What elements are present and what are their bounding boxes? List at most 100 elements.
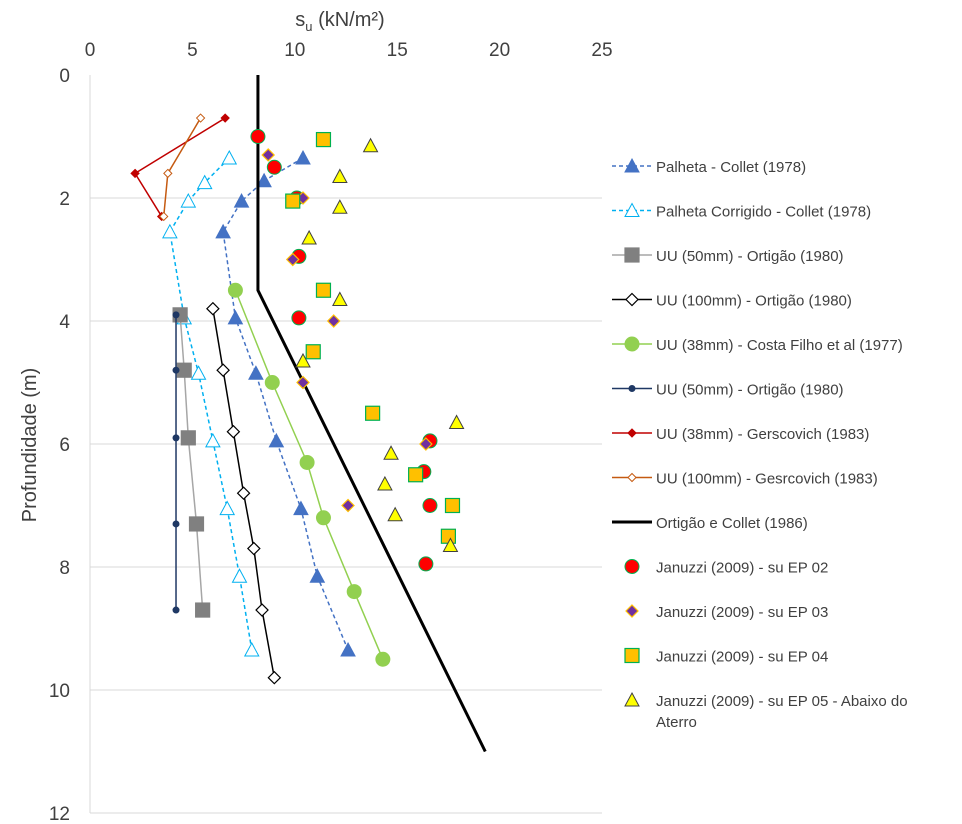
data-point-1-7	[219, 500, 236, 516]
series-11	[285, 131, 461, 544]
x-tick-label-0: 0	[85, 40, 96, 61]
legend-marker-12	[624, 691, 640, 707]
data-point-11-3	[305, 344, 321, 360]
legend-label-12-cont: Aterro	[656, 714, 697, 731]
legend-label-11: Januzzi (2009) - su EP 04	[656, 649, 828, 666]
x-tick-label-15: 15	[387, 40, 408, 61]
data-point-4-3	[315, 510, 331, 526]
x-tick-label-20: 20	[489, 40, 510, 61]
series-line-0	[222, 157, 349, 651]
legend-marker-6	[627, 428, 637, 438]
data-point-0-1	[256, 172, 272, 188]
legend-item-8: Ortigão e Collet (1986)	[612, 515, 808, 532]
data-point-12-0	[362, 137, 379, 153]
data-point-12-8	[377, 475, 393, 491]
data-point-9-1	[266, 159, 282, 175]
legend-item-0: Palheta - Collet (1978)	[612, 157, 806, 176]
data-point-4-0	[227, 282, 243, 298]
data-point-10-6	[341, 498, 355, 513]
data-point-12-9	[387, 506, 403, 522]
y-tick-label-8: 8	[59, 558, 70, 579]
data-point-7-1	[163, 168, 173, 179]
series-8	[256, 75, 487, 753]
data-point-1-5	[190, 365, 207, 380]
data-point-3-1	[216, 363, 230, 378]
data-point-12-7	[383, 445, 399, 460]
tick-labels: 0 2 4 6 8 10 12 0 5 10 15 20 25	[49, 40, 613, 824]
data-point-5-2	[172, 434, 180, 442]
data-point-11-5	[408, 467, 424, 483]
legend-label-0: Palheta - Collet (1978)	[656, 159, 806, 176]
series-line-4	[234, 289, 384, 660]
data-point-3-3	[236, 486, 251, 501]
legend-item-4: UU (38mm) - Costa Filho et al (1977)	[612, 336, 903, 354]
legend-label-2: UU (50mm) - Ortigão (1980)	[656, 248, 844, 265]
data-point-5-0	[172, 311, 180, 319]
data-point-1-1	[196, 174, 213, 190]
y-tick-label-4: 4	[59, 312, 70, 333]
legend-item-5: UU (50mm) - Ortigão (1980)	[612, 382, 844, 399]
y-tick-label-10: 10	[49, 681, 70, 702]
data-point-10-4	[296, 375, 310, 390]
data-point-12-6	[448, 414, 465, 429]
legend-label-3: UU (100mm) - Ortigão (1980)	[656, 293, 852, 310]
data-point-10-3	[326, 314, 341, 328]
legend-label-12: Januzzi (2009) - su EP 05 - Abaixo do	[656, 693, 908, 710]
data-point-0-6	[268, 432, 285, 448]
data-point-4-2	[299, 454, 315, 470]
data-point-3-2	[226, 424, 241, 439]
legend-label-5: UU (50mm) - Ortigão (1980)	[656, 382, 844, 399]
y-tick-label-12: 12	[49, 804, 70, 824]
series-0	[215, 149, 356, 657]
data-point-0-8	[309, 568, 326, 583]
legend-label-8: Ortigão e Collet (1986)	[656, 515, 808, 532]
data-point-5-3	[172, 520, 180, 528]
series-1	[162, 149, 260, 657]
legend-marker-5	[628, 385, 636, 392]
series-2	[172, 307, 211, 618]
y-tick-label-0: 0	[59, 66, 70, 87]
data-point-12-4	[332, 291, 348, 306]
axes	[89, 75, 602, 814]
data-point-1-3	[162, 223, 178, 239]
x-axis-label: su (kN/m²)	[295, 9, 384, 34]
legend-marker-2	[624, 247, 640, 263]
legend-marker-1	[624, 202, 640, 217]
legend-label-6: UU (38mm) - Gerscovich (1983)	[656, 426, 869, 443]
data-point-11-1	[285, 193, 301, 209]
data-point-11-6	[444, 497, 461, 514]
data-point-6-0	[220, 113, 230, 123]
series-3	[206, 301, 282, 685]
legend-item-2: UU (50mm) - Ortigão (1980)	[612, 247, 844, 265]
legend-item-12: Januzzi (2009) - su EP 05 - Abaixo do Ate…	[624, 691, 908, 731]
series-line-2	[179, 314, 204, 611]
data-point-5-1	[172, 366, 180, 374]
data-point-11-0	[315, 131, 332, 148]
data-point-2-2	[180, 430, 196, 446]
y-axis-label: Profundidade (m)	[19, 368, 41, 523]
legend-label-9: Januzzi (2009) - su EP 02	[656, 560, 828, 577]
x-tick-label-10: 10	[284, 40, 305, 61]
legend-item-9: Januzzi (2009) - su EP 02	[624, 559, 828, 577]
data-point-0-5	[248, 365, 264, 380]
data-point-3-4	[246, 541, 261, 556]
legend: Palheta - Collet (1978) Palheta Corrigido…	[612, 157, 908, 731]
data-point-6-1	[130, 168, 140, 179]
series-line-8	[256, 75, 487, 753]
data-point-0-9	[340, 641, 356, 657]
legend-marker-4	[624, 336, 640, 352]
data-point-11-4	[365, 405, 381, 421]
legend-item-6: UU (38mm) - Gerscovich (1983)	[612, 426, 869, 443]
data-point-3-5	[255, 603, 269, 617]
data-point-1-9	[243, 641, 260, 657]
data-point-0-4	[227, 309, 244, 325]
legend-marker-11	[624, 647, 640, 664]
legend-item-7: UU (100mm) - Gesrcovich (1983)	[612, 471, 878, 488]
data-point-0-0	[295, 149, 311, 165]
series-12	[295, 137, 465, 552]
data-point-9-4	[291, 310, 307, 326]
data-point-4-4	[346, 584, 362, 600]
data-point-1-2	[180, 193, 197, 208]
plot-area	[130, 75, 487, 753]
